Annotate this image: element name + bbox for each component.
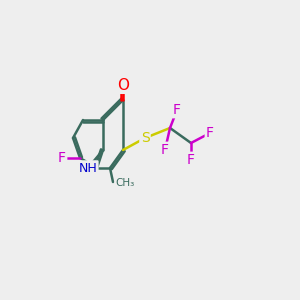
Text: F: F [187,153,195,167]
Text: S: S [141,131,149,145]
Text: CH₃: CH₃ [115,178,134,188]
Text: F: F [173,103,181,117]
Text: F: F [206,126,214,140]
Text: F: F [161,143,169,157]
Text: F: F [58,151,66,165]
Text: O: O [117,77,129,92]
Text: NH: NH [79,161,98,175]
